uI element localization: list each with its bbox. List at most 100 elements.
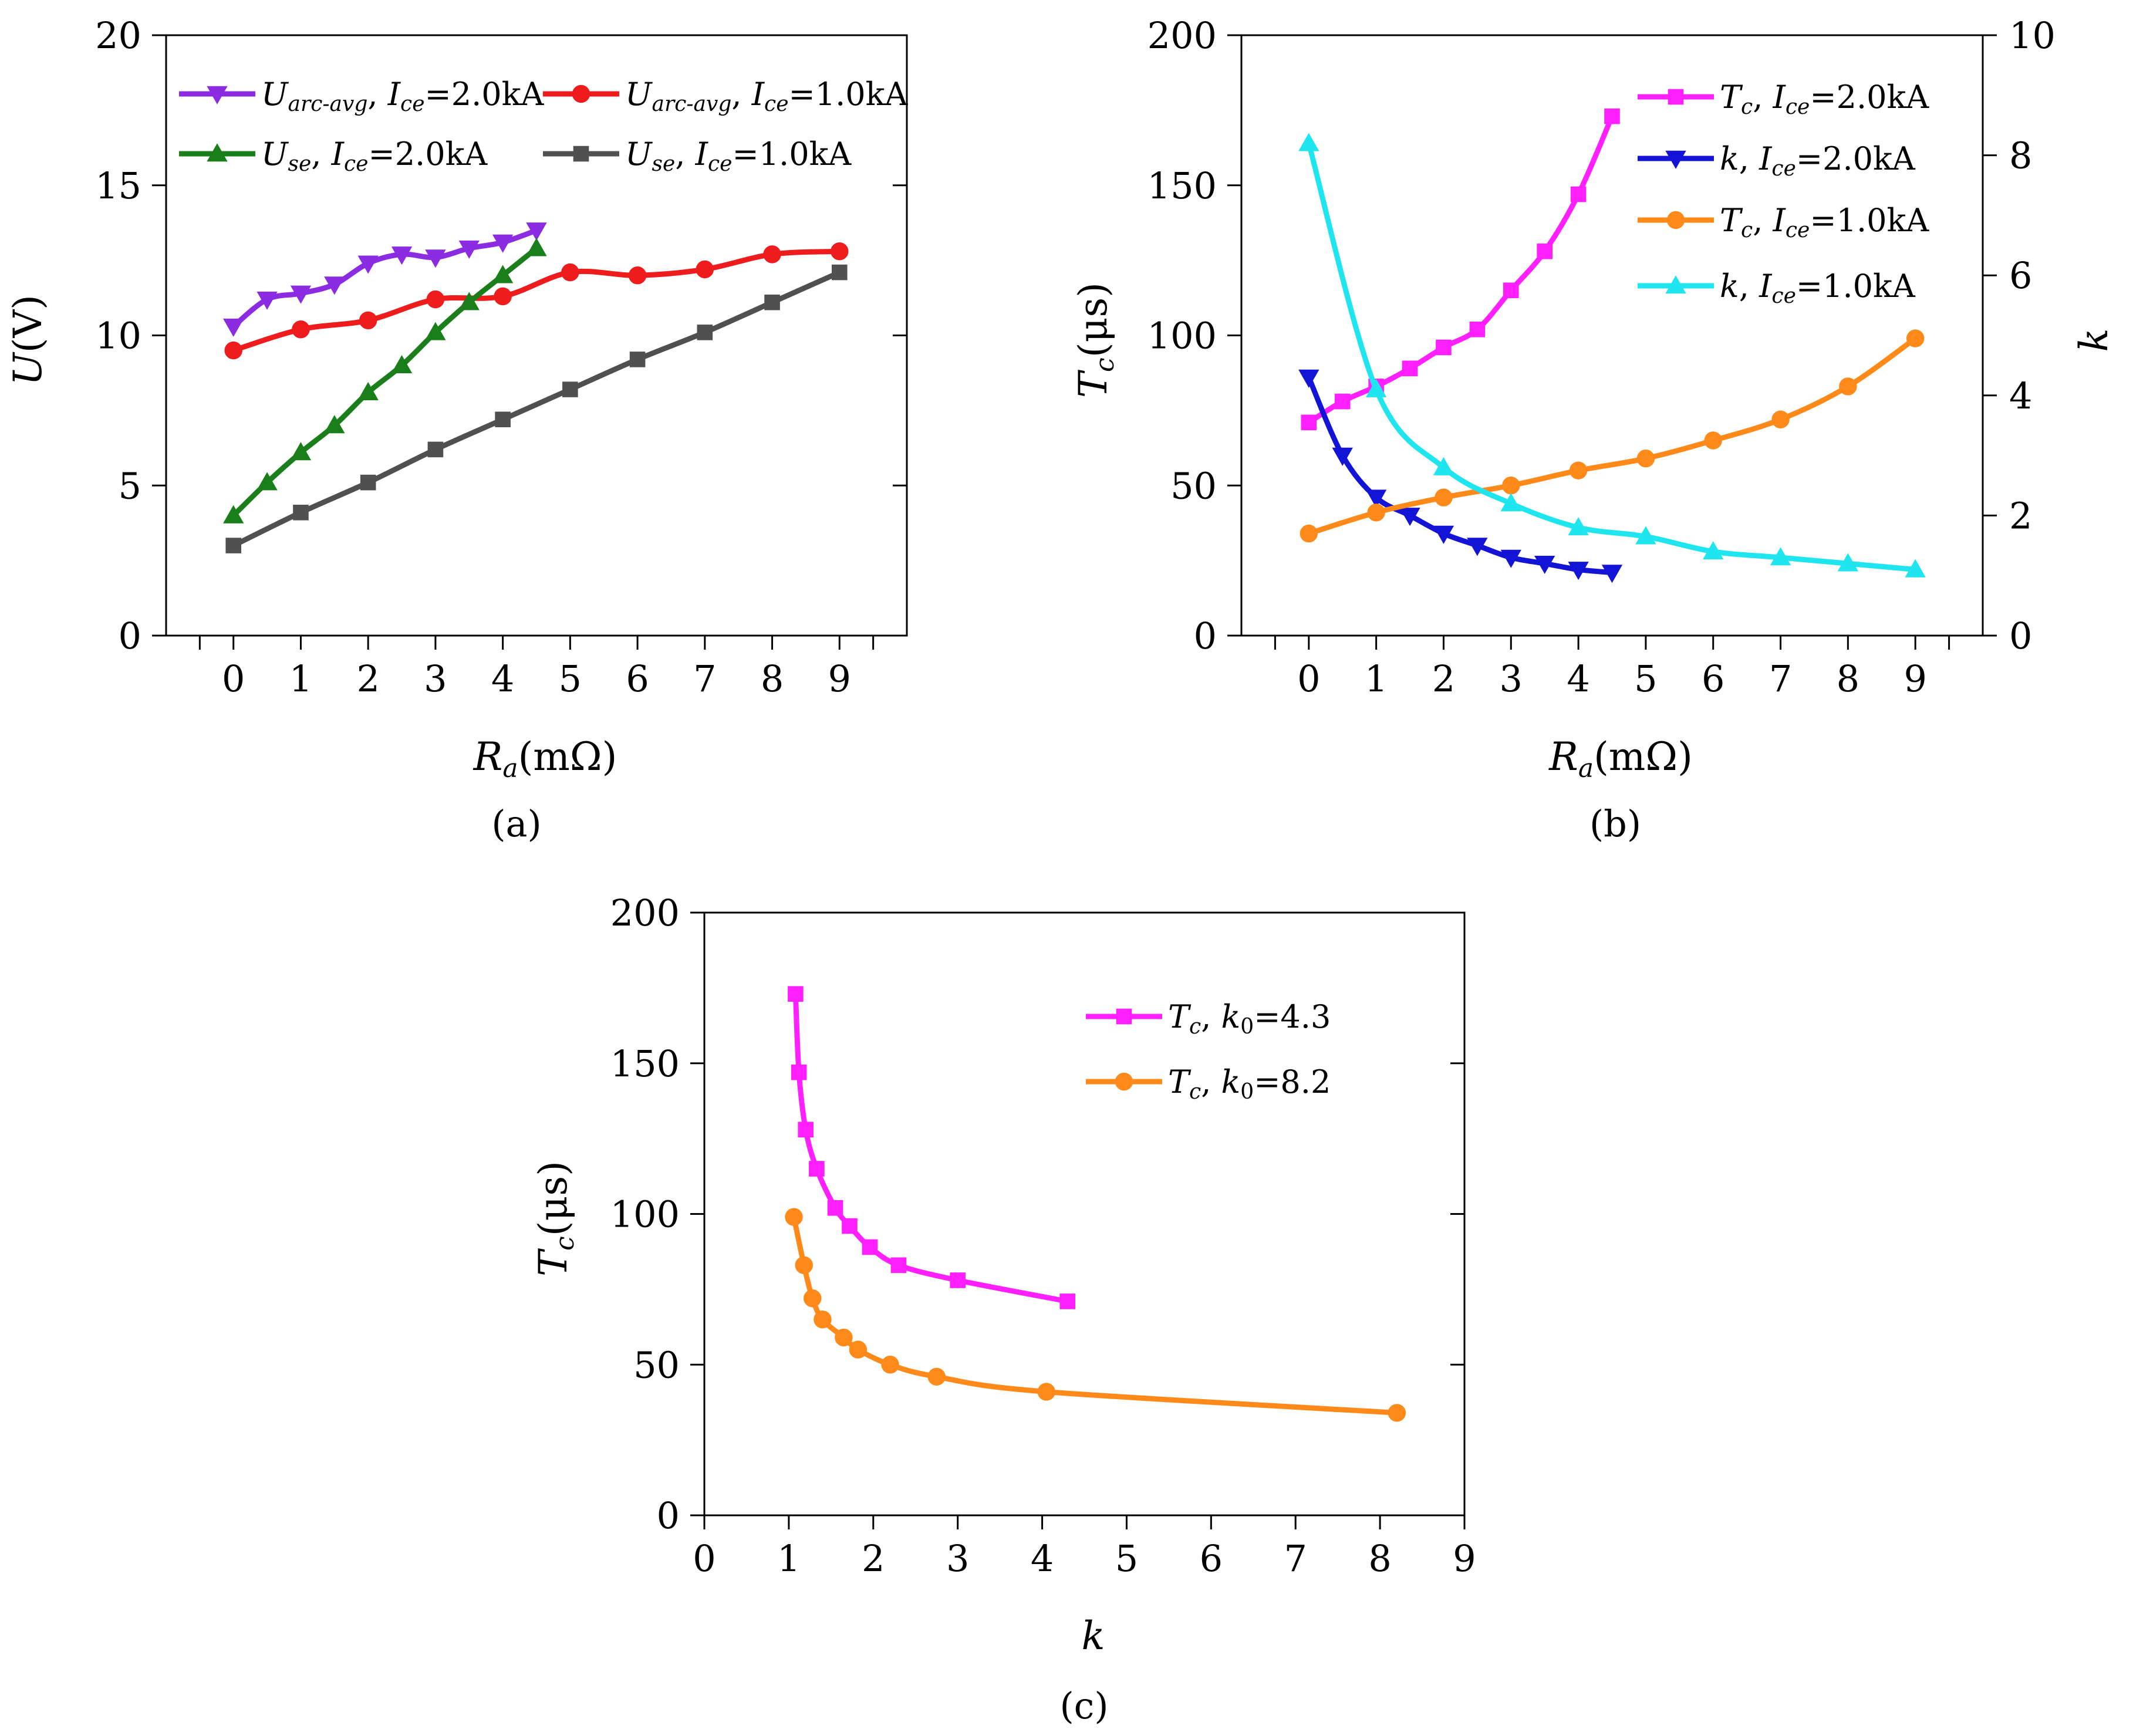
data-point: [1298, 369, 1319, 388]
data-point: [425, 322, 446, 340]
x-tick-label: 9: [828, 657, 851, 700]
data-point: [1568, 562, 1589, 580]
data-point: [763, 245, 781, 264]
series-line: [1308, 336, 1917, 536]
x-tick-label: 1: [289, 657, 312, 700]
data-point: [1534, 555, 1555, 575]
data-point: [561, 263, 579, 282]
data-point: [696, 260, 714, 279]
data-point: [927, 1367, 946, 1386]
data-point: [795, 1256, 814, 1275]
legend-entry: Uarc-avg, Ice=1.0kA: [543, 76, 908, 116]
data-point: [1502, 477, 1520, 495]
data-point: [1436, 339, 1452, 356]
data-point: [803, 1289, 822, 1308]
series-k-ice-1-0ka: [1298, 133, 1926, 577]
y-tick-label: 0: [657, 1494, 680, 1537]
data-point: [225, 538, 242, 553]
data-point: [357, 381, 379, 400]
data-point: [324, 415, 345, 434]
data-point: [1037, 1383, 1055, 1401]
data-point: [1500, 493, 1521, 512]
data-point: [1301, 414, 1317, 431]
x-tick-label: 4: [1567, 657, 1589, 700]
x-tick-label: 1: [1365, 657, 1388, 700]
legend-entry: Uarc-avg, Ice=2.0kA: [179, 76, 544, 116]
data-point: [881, 1356, 899, 1374]
data-point: [1771, 410, 1790, 428]
series-line: [1307, 115, 1615, 425]
data-point: [391, 354, 413, 373]
series-use-ice-2-0ka: [223, 238, 547, 523]
x-tick-label: 6: [1200, 1537, 1223, 1580]
legend-marker: [1668, 89, 1684, 105]
chart-panel-a: 0 1 2 3 4 5 6 7 8 9 0 5 10 15 20 Ra(mΩ) U(V) (a) Uarc-avg,…: [5, 14, 908, 845]
data-point: [1298, 133, 1319, 151]
legend-marker: [572, 85, 590, 103]
legend-entry: Tc, k0=8.2: [1086, 1063, 1331, 1104]
data-point: [831, 242, 849, 261]
data-point: [1604, 108, 1620, 124]
data-point: [1059, 1293, 1076, 1309]
x-tick-label: 6: [626, 657, 649, 700]
x-axis-label: Ra(mΩ): [1548, 734, 1693, 783]
x-tick-label: 0: [693, 1537, 716, 1580]
data-point: [290, 285, 312, 304]
y2-tick-label: 8: [2009, 134, 2032, 177]
series-tc-ice-1-0ka: [1300, 329, 1925, 543]
legend-label: Uarc-avg, Ice=2.0kA: [261, 76, 544, 116]
series-line: [792, 994, 1068, 1304]
plot-frame: [1240, 34, 1984, 637]
data-point: [842, 1218, 858, 1234]
legend-entry: Tc, k0=4.3: [1086, 998, 1331, 1039]
data-point: [785, 1208, 803, 1226]
x-tick-label: 2: [356, 657, 379, 700]
data-point: [492, 234, 514, 253]
x-tick-label: 4: [491, 657, 514, 700]
data-point: [1365, 489, 1387, 508]
data-point: [426, 290, 445, 309]
data-point: [526, 222, 547, 241]
y-tick-label: 20: [95, 14, 141, 57]
legend-label: Tc, Ice=2.0kA: [1720, 79, 1929, 119]
data-point: [827, 1200, 843, 1216]
series-line: [232, 269, 841, 548]
x-tick-label: 7: [1284, 1537, 1307, 1580]
legend-marker: [207, 143, 228, 162]
x-tick-label: 1: [777, 1537, 800, 1580]
data-point: [1367, 504, 1385, 522]
x-tick-label: 8: [1368, 1537, 1391, 1580]
data-point: [360, 474, 376, 491]
data-point: [1570, 186, 1587, 202]
data-point: [1635, 526, 1656, 545]
data-point: [1839, 377, 1857, 396]
data-point: [1537, 243, 1553, 259]
data-point: [1365, 379, 1387, 397]
series-tc-ice-2-0ka: [1301, 108, 1620, 431]
legend-marker: [1666, 211, 1685, 229]
y-tick-label: 0: [119, 614, 141, 657]
data-point: [788, 986, 804, 1002]
x-tick-label: 3: [1500, 657, 1523, 700]
data-point: [256, 291, 278, 310]
data-point: [1402, 360, 1418, 377]
data-point: [427, 441, 444, 458]
data-point: [494, 287, 512, 306]
legend-label: Use, Ice=2.0kA: [261, 136, 488, 176]
x-tick-label: 0: [1297, 657, 1320, 700]
legend-entry: Tc, Ice=1.0kA: [1638, 202, 1929, 242]
x-tick-label: 5: [1634, 657, 1657, 700]
data-point: [290, 442, 312, 461]
y-tick-label: 10: [95, 315, 141, 357]
y2-axis-label: k: [2071, 329, 2117, 352]
x-tick-label: 2: [862, 1537, 885, 1580]
data-point: [1433, 525, 1454, 544]
legend-marker: [1665, 275, 1686, 294]
y2-tick-label: 10: [2009, 14, 2056, 57]
data-point: [1704, 431, 1722, 450]
data-point: [1467, 538, 1488, 556]
x-tick-label: 9: [1453, 1537, 1476, 1580]
data-point: [697, 325, 713, 340]
chart-panel-c: 0 1 2 3 4 5 6 7 8 9 0 50 100 150 200 k Tc(μs) (c) Tc, k0=4…: [531, 891, 1476, 1727]
